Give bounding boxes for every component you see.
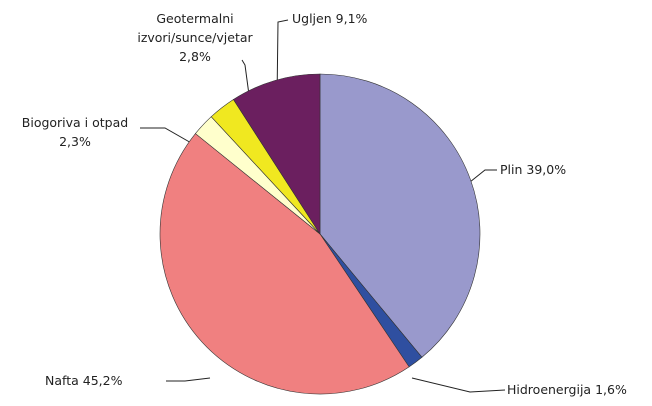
slice-label: Nafta 45,2% [45,371,122,390]
value-label: 9,1% [335,11,368,26]
category-label: Biogoriva i otpad [21,115,129,130]
pie-slice [159,133,410,395]
leader-line [411,377,506,393]
slice-label: Plin 39,0% [500,160,566,179]
slice-label: Biogoriva i otpad 2,3% [5,113,145,151]
value-label: 45,2% [82,373,123,388]
value-label: 2,3% [59,134,91,149]
leader-line [469,169,497,183]
category-label: Plin [500,162,523,177]
category-label: Geotermalni izvori/sunce/vjetar [137,11,253,45]
pie-slice [319,73,481,358]
value-label: 39,0% [526,162,567,177]
leader-line [276,19,289,101]
category-label: Hidroenergija [507,382,592,397]
value-label: 2,8% [179,49,211,64]
slice-label: Ugljen 9,1% [292,9,367,28]
slice-label: Hidroenergija 1,6% [507,380,627,399]
value-label: 1,6% [595,382,627,397]
pie-slice [233,73,321,236]
category-label: Nafta [45,373,79,388]
category-label: Ugljen [292,11,332,26]
leader-line [166,377,211,382]
slice-label: Geotermalni izvori/sunce/vjetar 2,8% [120,9,270,66]
